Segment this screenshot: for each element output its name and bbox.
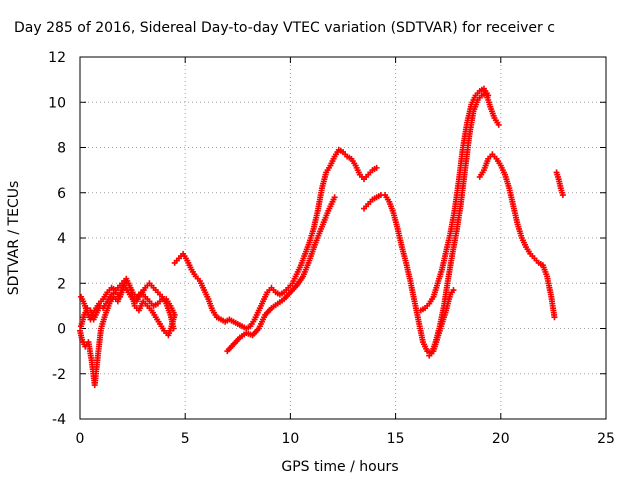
data-point — [373, 164, 380, 171]
y-tick-label: 12 — [48, 50, 66, 66]
data-series-4 — [171, 146, 380, 332]
x-tick-label: 25 — [597, 431, 615, 447]
data-point — [450, 287, 457, 294]
data-series-6 — [361, 90, 502, 357]
x-tick-label: 5 — [181, 431, 190, 447]
plot-frame — [79, 56, 607, 420]
data-point — [559, 192, 566, 199]
data-point — [495, 121, 502, 128]
chart-title: Day 285 of 2016, Sidereal Day-to-day VTE… — [14, 20, 555, 36]
data-point — [485, 92, 492, 99]
data-point — [171, 311, 178, 318]
y-tick-label: 2 — [57, 276, 66, 292]
data-point — [331, 194, 338, 201]
data-series-8 — [426, 287, 457, 359]
data-series-10 — [553, 169, 566, 199]
x-axis-label: GPS time / hours — [281, 459, 398, 475]
x-tick-label: 15 — [387, 431, 405, 447]
data-series-1 — [78, 282, 177, 330]
data-series-3 — [77, 275, 178, 389]
y-axis-label: SDTVAR / TECUs — [6, 181, 22, 296]
y-tick-label: -4 — [52, 412, 66, 428]
data-series-9 — [476, 151, 558, 321]
x-tick-label: 0 — [76, 431, 85, 447]
x-tick-label: 10 — [281, 431, 299, 447]
data-series-2 — [78, 277, 177, 332]
y-tick-label: 8 — [57, 141, 66, 157]
x-tick-label: 20 — [492, 431, 510, 447]
axis-ticks: 0 5 10 15 20 25 -4 -2 0 2 4 6 8 10 12 — [48, 50, 615, 447]
data-series-5 — [224, 194, 338, 355]
y-tick-label: 0 — [57, 322, 66, 338]
y-tick-label: 10 — [48, 95, 66, 111]
data-point — [551, 314, 558, 321]
y-tick-label: 6 — [57, 186, 66, 202]
y-tick-label: -2 — [52, 367, 66, 383]
grid-lines — [80, 57, 606, 419]
data-series — [77, 85, 566, 389]
data-series-7 — [417, 85, 492, 314]
y-tick-label: 4 — [57, 231, 66, 247]
